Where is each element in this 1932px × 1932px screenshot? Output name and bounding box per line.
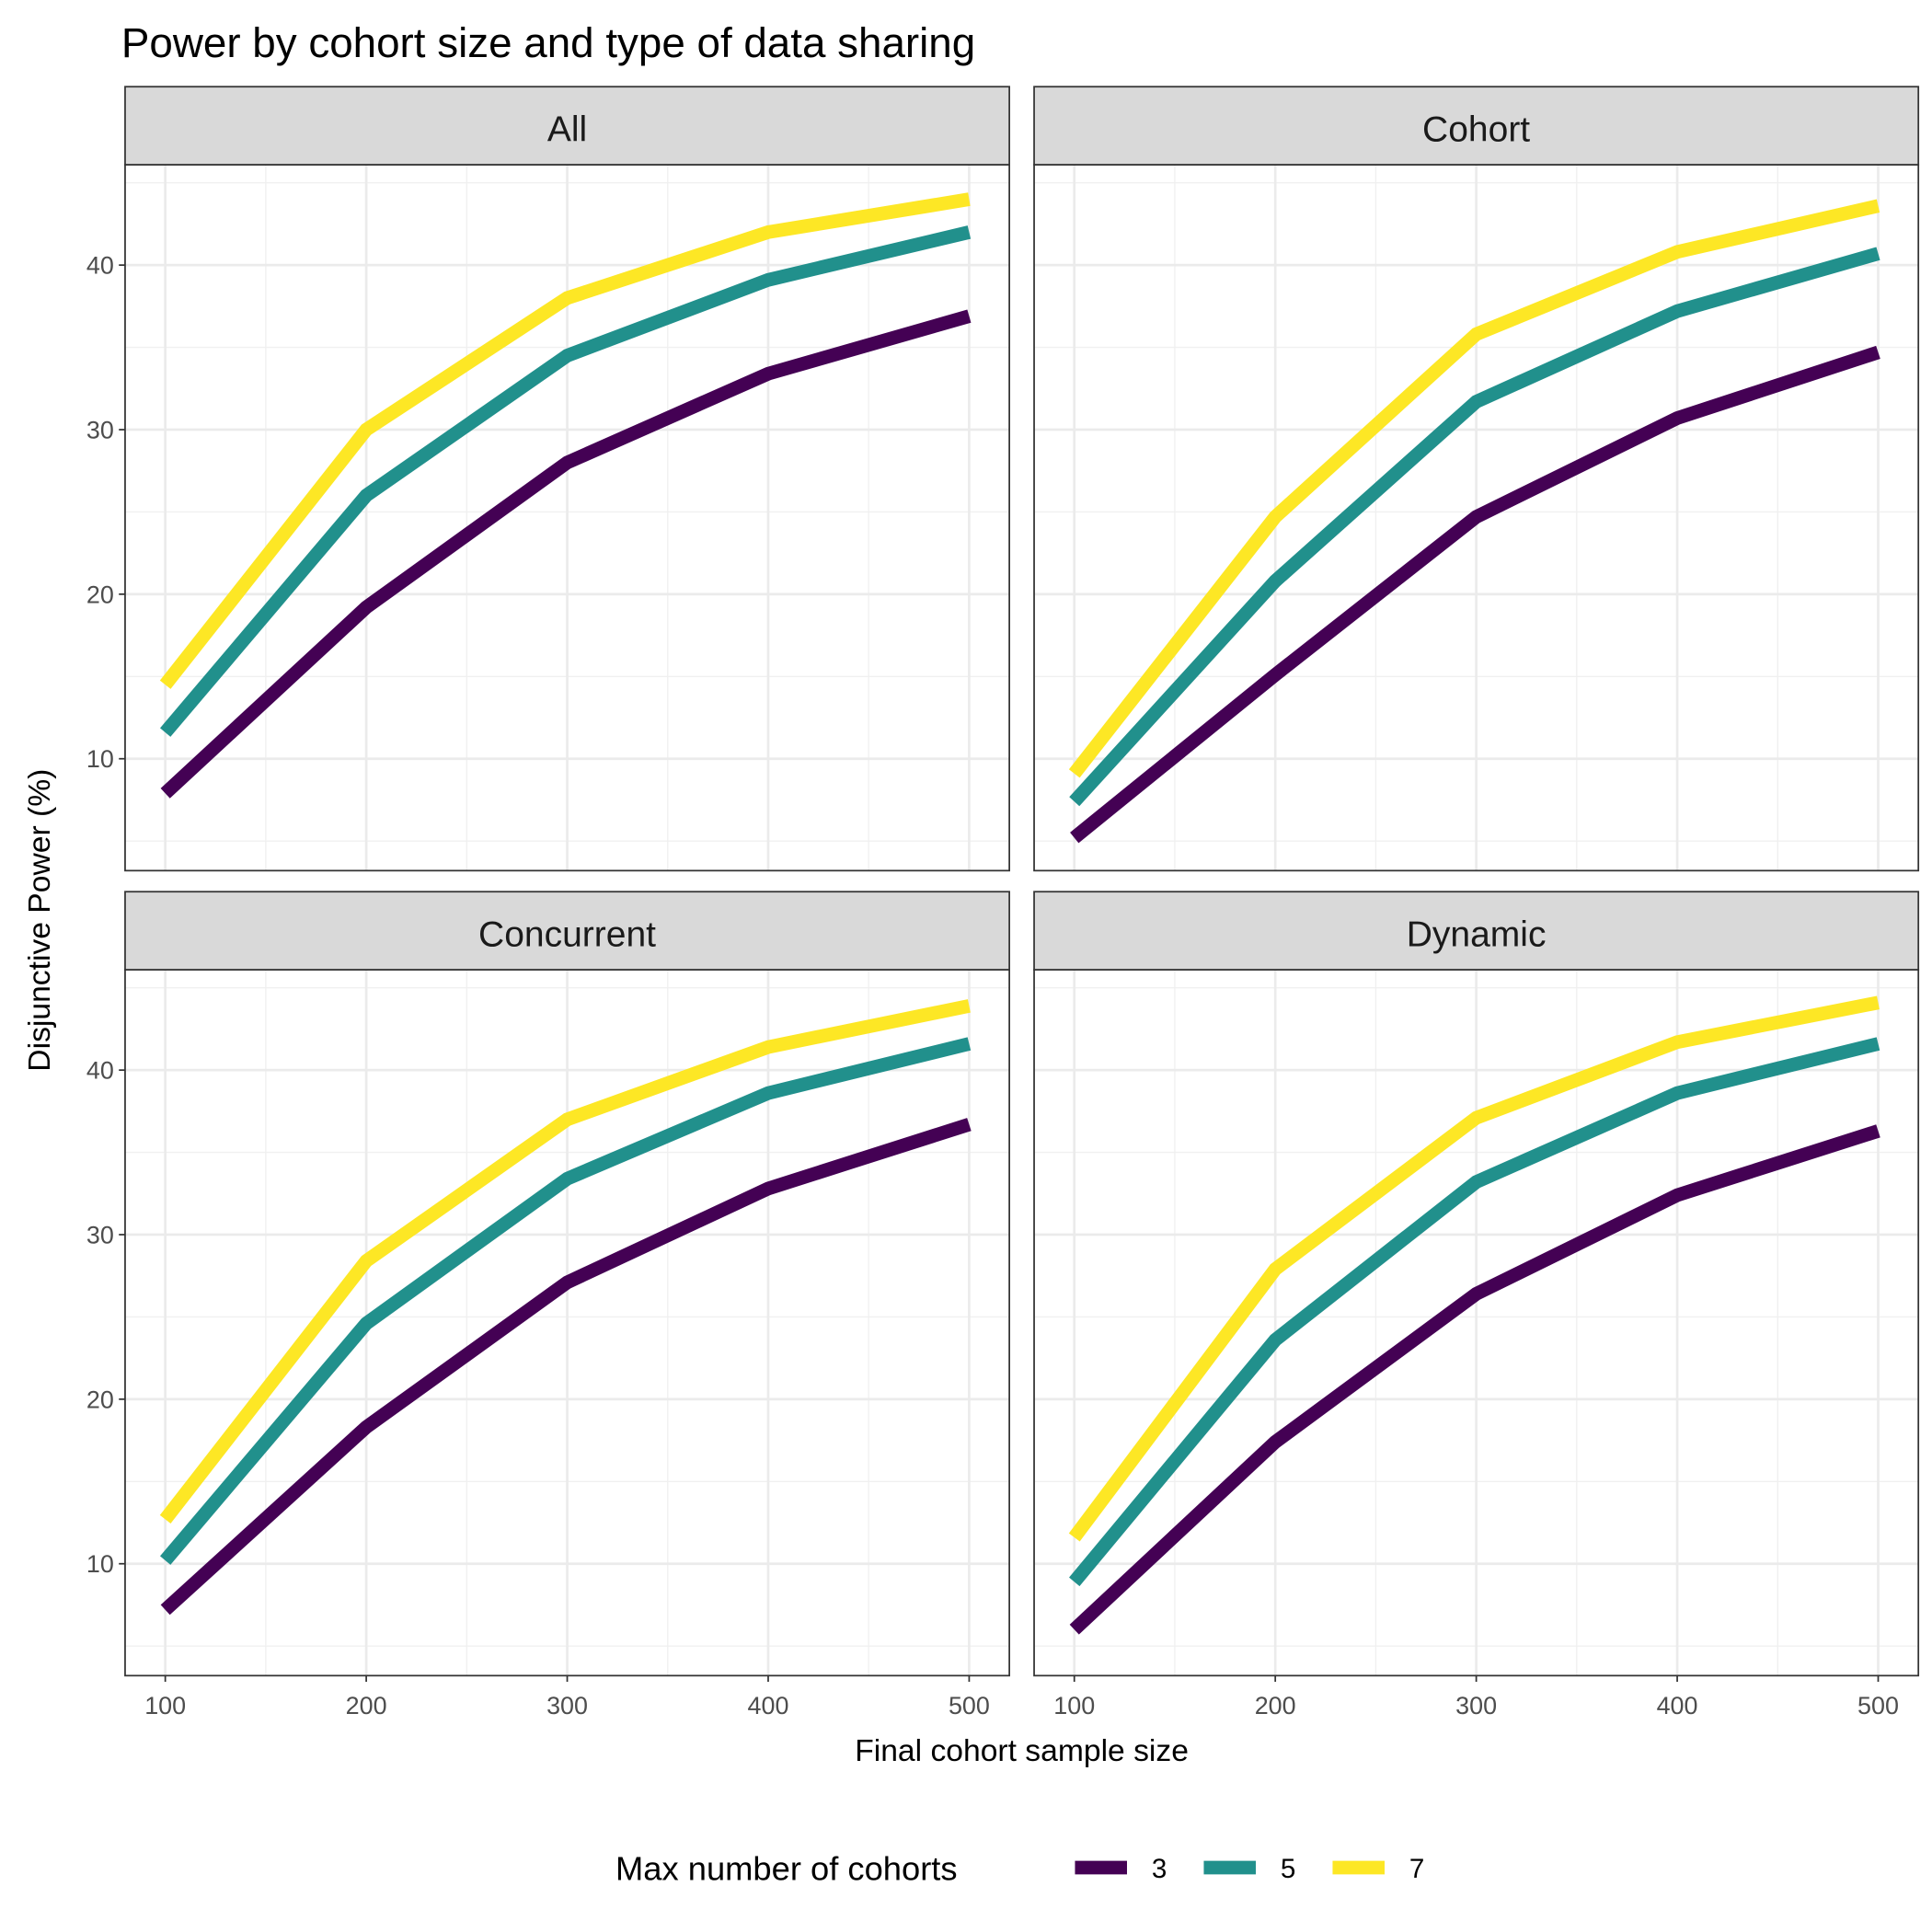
x-tick-label: 500: [1857, 1692, 1899, 1719]
x-tick-label: 100: [1053, 1692, 1095, 1719]
x-axis-label: Final cohort sample size: [855, 1734, 1189, 1768]
series-line-5: [160, 225, 972, 737]
legend-title: Max number of cohorts: [615, 1849, 958, 1887]
x-tick-label: 100: [144, 1692, 186, 1719]
y-axis-label: Disjunctive Power (%): [23, 769, 57, 1072]
series-line-7: [159, 192, 971, 689]
x-tick-label: 300: [1455, 1692, 1497, 1719]
facet-label: All: [547, 109, 587, 149]
y-tick-label: 20: [86, 581, 114, 608]
facet-strip: [124, 891, 1010, 971]
facet-label: Cohort: [1422, 109, 1530, 149]
y-tick-label: 10: [86, 745, 114, 773]
series-line-5: [160, 1037, 972, 1565]
y-tick-label: 40: [86, 1057, 114, 1085]
y-tick-label: 30: [86, 416, 114, 443]
panel-cohort: Cohort: [1033, 86, 1920, 872]
x-tick-label: 400: [1657, 1692, 1698, 1719]
x-tick-label: 200: [346, 1692, 387, 1719]
panel-concurrent: Concurrent 10 20 30 40 100 200 300 400 500: [86, 891, 1010, 1719]
facet-label: Concurrent: [478, 914, 656, 954]
series-line-5: [1069, 1037, 1880, 1587]
y-tick-label: 20: [86, 1386, 114, 1413]
x-tick-label: 200: [1255, 1692, 1296, 1719]
series-line-3: [160, 1118, 972, 1616]
legend-label-5: 5: [1281, 1854, 1295, 1884]
facet-strip: [124, 86, 1010, 166]
series-line-7: [159, 999, 971, 1524]
panel-dynamic: Dynamic 100 200 300 400 500: [1033, 891, 1920, 1719]
series-line-3: [1070, 345, 1880, 844]
legend-label-3: 3: [1152, 1854, 1167, 1884]
facet-strip: [1033, 86, 1920, 166]
series-line-3: [1069, 1124, 1880, 1635]
y-tick-label: 30: [86, 1221, 114, 1248]
legend: 3 5 7: [1075, 1854, 1424, 1884]
y-tick-label: 40: [86, 252, 114, 280]
series-line-7: [1068, 995, 1880, 1542]
facet-label: Dynamic: [1407, 914, 1547, 954]
x-tick-label: 400: [748, 1692, 789, 1719]
series-line-5: [1069, 247, 1880, 807]
y-tick-label: 10: [86, 1550, 114, 1578]
facet-strip: [1033, 891, 1920, 971]
legend-label-7: 7: [1409, 1854, 1424, 1884]
series-line-3: [160, 309, 972, 799]
x-tick-label: 300: [546, 1692, 588, 1719]
x-tick-label: 500: [949, 1692, 990, 1719]
chart-title: Power by cohort size and type of data sh…: [121, 19, 975, 66]
series-line-7: [1068, 199, 1880, 778]
panel-all: All 10 20 30 40: [86, 86, 1010, 872]
